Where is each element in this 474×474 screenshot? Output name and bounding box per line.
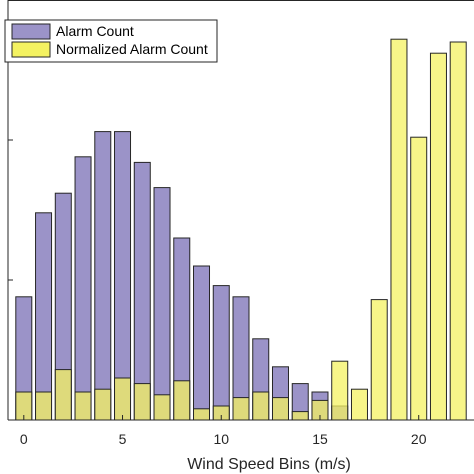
alarm-count-bar — [193, 265, 211, 421]
normalized-alarm-count-bar — [114, 377, 132, 421]
legend-label-alarm-count: Alarm Count — [56, 23, 134, 39]
normalized-alarm-count-bar — [410, 136, 428, 421]
alarm-count-bar — [35, 212, 53, 421]
legend-swatch-alarm-count — [11, 23, 51, 40]
normalized-alarm-count-bars — [15, 38, 467, 421]
normalized-alarm-count-bar — [153, 394, 171, 421]
normalized-alarm-count-bar — [331, 360, 349, 421]
alarm-count-bar — [74, 156, 92, 421]
normalized-alarm-count-bar — [94, 388, 112, 421]
alarm-count-bar — [133, 161, 151, 421]
x-tick-labels: 0 5 10 15 20 — [20, 431, 427, 447]
normalized-alarm-count-bar — [193, 408, 211, 421]
normalized-alarm-count-bar — [370, 299, 388, 421]
normalized-alarm-count-bar — [271, 397, 289, 421]
x-tick-label: 0 — [20, 431, 28, 447]
normalized-alarm-count-bar — [54, 369, 72, 421]
alarm-count-bar — [212, 285, 230, 421]
legend: Alarm Count Normalized Alarm Count — [4, 19, 218, 63]
normalized-alarm-count-bar — [390, 38, 408, 421]
x-tick-label: 10 — [213, 431, 229, 447]
normalized-alarm-count-bar — [173, 380, 191, 421]
normalized-alarm-count-bar — [74, 391, 92, 421]
normalized-alarm-count-bar — [429, 52, 447, 421]
normalized-alarm-count-bar — [35, 391, 53, 421]
legend-swatch-normalized-alarm-count — [11, 41, 51, 58]
x-axis-label: Wind Speed Bins (m/s) — [187, 456, 351, 473]
legend-label-normalized-alarm-count: Normalized Alarm Count — [56, 41, 208, 57]
normalized-alarm-count-bar — [449, 41, 467, 421]
alarm-count-bar — [114, 131, 132, 421]
normalized-alarm-count-bar — [350, 388, 368, 421]
normalized-alarm-count-bar — [252, 391, 270, 421]
alarm-count-bar — [94, 131, 112, 421]
alarm-count-bars — [15, 131, 349, 421]
x-tick-label: 5 — [119, 431, 127, 447]
alarm-count-bar — [153, 187, 171, 421]
axes — [7, 0, 474, 421]
x-tick-label: 20 — [411, 431, 427, 447]
normalized-alarm-count-bar — [133, 383, 151, 421]
normalized-alarm-count-bar — [291, 411, 309, 421]
normalized-alarm-count-bar — [232, 397, 250, 421]
x-tick-label: 15 — [312, 431, 328, 447]
